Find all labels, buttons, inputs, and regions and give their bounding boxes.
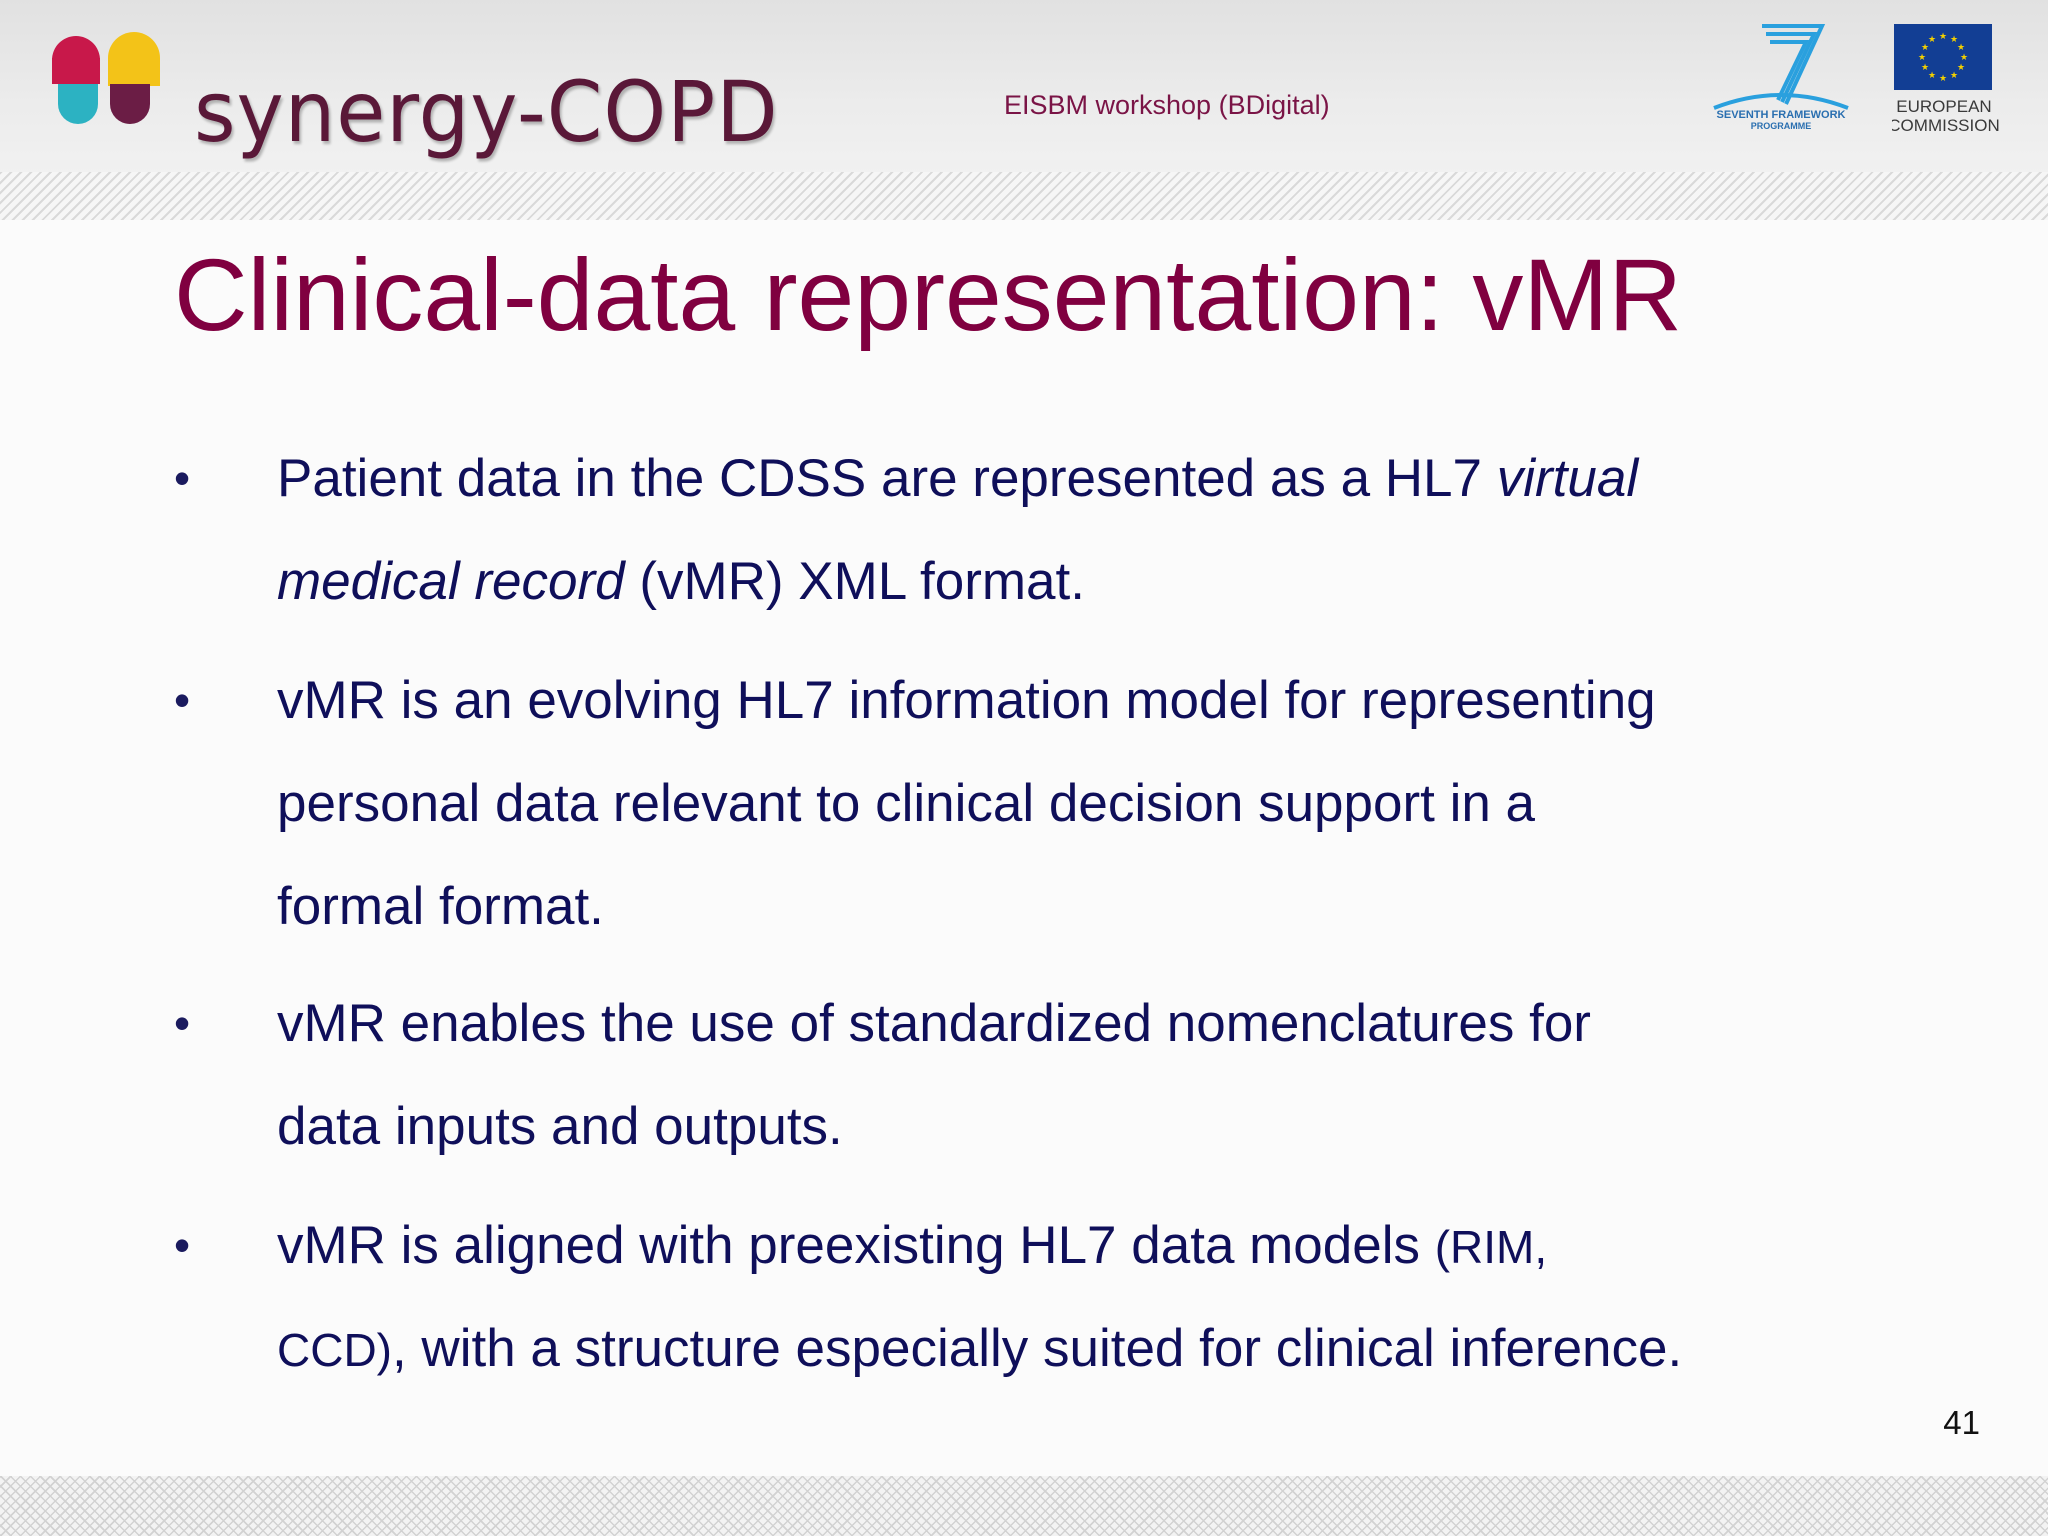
synergy-copd-logo: synergy-COPD: [44, 20, 778, 170]
bullet-marker: •: [174, 674, 191, 726]
svg-text:★: ★: [1918, 53, 1926, 63]
fp7-logo-icon: SEVENTH FRAMEWORK PROGRAMME: [1713, 24, 1849, 131]
slide-title: Clinical-data representation: vMR: [174, 238, 1682, 352]
bullet-line: vMR is an evolving HL7 information model…: [277, 671, 1656, 730]
svg-text:★: ★: [1950, 71, 1958, 81]
bullet-marker: •: [174, 452, 191, 504]
bullet-text-segment: vMR is aligned with preexisting HL7 data…: [277, 1216, 1435, 1275]
eu-logo-line1: EUROPEAN: [1896, 97, 1991, 116]
fp7-logo-line2: PROGRAMME: [1751, 121, 1812, 131]
svg-text:★: ★: [1939, 32, 1947, 42]
bullet-line: CCD), with a structure especially suited…: [277, 1297, 1837, 1402]
eu-logo-line2: COMMISSION: [1892, 116, 2000, 135]
slide-page-number: 41: [1943, 1404, 1980, 1441]
bullet-line: data inputs and outputs.: [277, 1097, 843, 1156]
svg-text:★: ★: [1939, 74, 1947, 84]
svg-text:★: ★: [1928, 35, 1936, 45]
bullet-text-segment: , with a structure especially suited for…: [391, 1319, 1683, 1378]
bullet-line: vMR is aligned with preexisting HL7 data…: [277, 1194, 1837, 1299]
bullet-text-italic: virtual: [1496, 449, 1639, 508]
fp7-logo-line1: SEVENTH FRAMEWORK: [1717, 109, 1846, 121]
svg-text:★: ★: [1957, 43, 1965, 53]
bullet-line: Patient data in the CDSS are represented…: [277, 427, 1837, 530]
bullet-line: medical record (vMR) XML format.: [277, 530, 1837, 633]
petal-logo-icon: [52, 32, 160, 124]
bullet-text-italic: medical record: [277, 552, 625, 611]
bullet-marker: •: [174, 1219, 191, 1271]
footer-hatch-pattern: [0, 1476, 2048, 1536]
bullet-line: vMR enables the use of standardized nome…: [277, 994, 1591, 1053]
bullet-text-segment: (vMR) XML format.: [624, 552, 1085, 611]
svg-text:★: ★: [1921, 43, 1929, 53]
eu-logo-icon: ★ ★ ★ ★ ★ ★ ★ ★ ★ ★ ★ ★ EUROPEAN COMMISS…: [1892, 24, 2000, 135]
bullet-text-segment: Patient data in the CDSS are represented…: [277, 449, 1497, 508]
svg-text:★: ★: [1950, 35, 1958, 45]
workshop-label: EISBM workshop (BDigital): [1004, 90, 1330, 120]
logo-wordmark: synergy-COPD: [194, 63, 779, 161]
svg-text:★: ★: [1957, 63, 1965, 73]
svg-text:★: ★: [1960, 53, 1968, 63]
header-band: [0, 0, 2048, 175]
bullet-marker: •: [174, 997, 191, 1049]
svg-text:★: ★: [1928, 71, 1936, 81]
bullet-line: personal data relevant to clinical decis…: [277, 774, 1536, 833]
bullet-text-small: CCD): [277, 1324, 392, 1376]
header-hatch-pattern: [0, 172, 2048, 220]
svg-text:★: ★: [1921, 63, 1929, 73]
bullet-text-small: (RIM,: [1434, 1221, 1548, 1273]
bullet-line: formal format.: [277, 877, 604, 936]
